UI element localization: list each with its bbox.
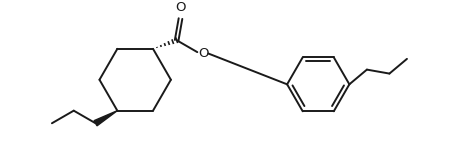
Text: O: O <box>198 47 208 60</box>
Text: O: O <box>175 1 186 14</box>
Polygon shape <box>94 111 117 126</box>
